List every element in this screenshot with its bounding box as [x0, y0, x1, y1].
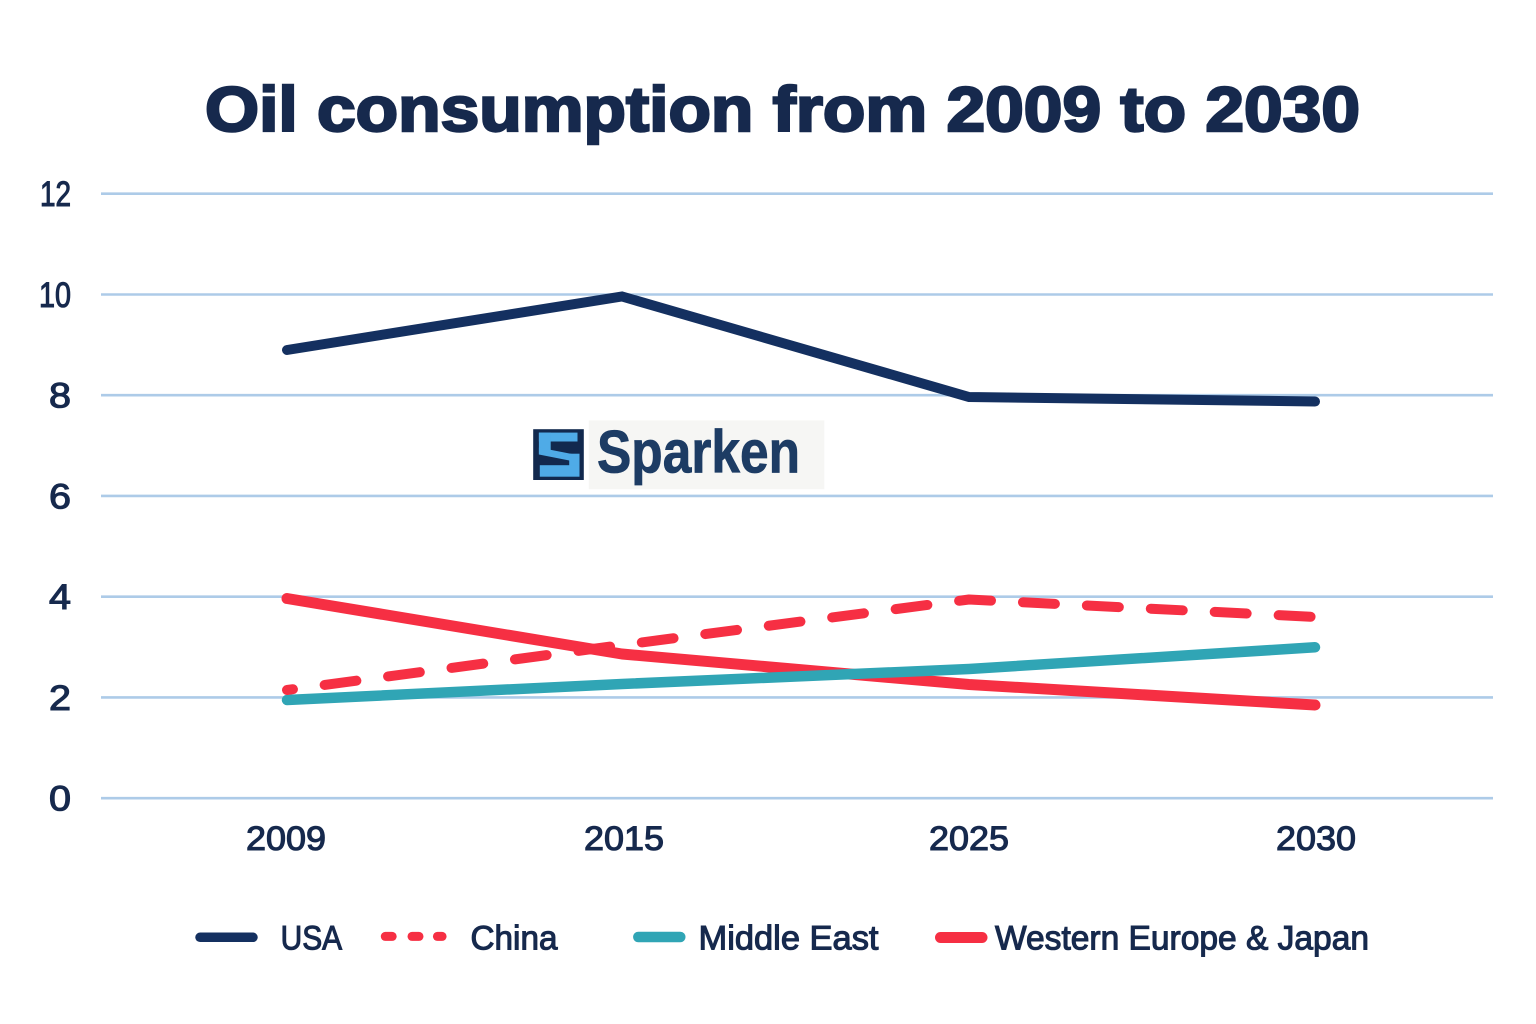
svg-text:8: 8 [49, 377, 71, 416]
svg-text:2030: 2030 [1276, 820, 1356, 858]
svg-text:China: China [471, 919, 558, 957]
svg-text:Oil consumption from 2009 to 2: Oil consumption from 2009 to 2030 [205, 75, 1360, 145]
svg-text:2009: 2009 [246, 820, 326, 858]
svg-text:10: 10 [39, 276, 71, 315]
svg-text:USA: USA [281, 919, 343, 957]
svg-text:6: 6 [49, 477, 71, 516]
svg-text:4: 4 [49, 578, 71, 617]
svg-text:0: 0 [49, 780, 71, 819]
svg-text:Middle East: Middle East [699, 919, 880, 957]
svg-text:12: 12 [40, 175, 71, 214]
svg-text:Sparken: Sparken [597, 419, 800, 486]
svg-text:2015: 2015 [584, 820, 664, 858]
svg-text:Western Europe & Japan: Western Europe & Japan [995, 919, 1369, 957]
svg-text:2025: 2025 [929, 820, 1009, 858]
svg-text:2: 2 [49, 679, 71, 718]
